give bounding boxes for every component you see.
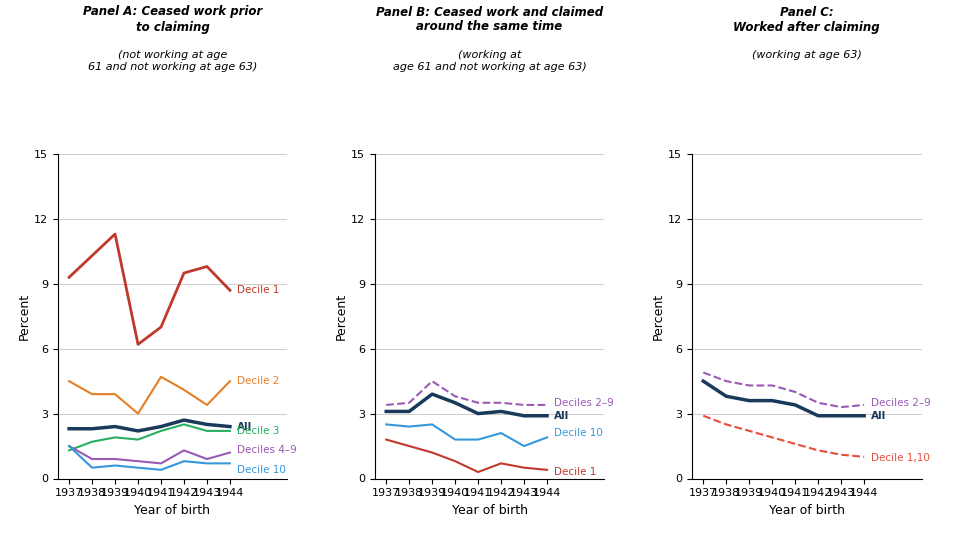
Text: Decile 3: Decile 3 bbox=[237, 426, 279, 436]
X-axis label: Year of birth: Year of birth bbox=[134, 504, 210, 517]
Text: (working at
age 61 and not working at age 63): (working at age 61 and not working at ag… bbox=[393, 50, 587, 72]
Text: Deciles 2–9: Deciles 2–9 bbox=[871, 398, 931, 408]
Y-axis label: Percent: Percent bbox=[652, 293, 665, 340]
Text: Decile 1: Decile 1 bbox=[554, 467, 596, 477]
Text: Decile 10: Decile 10 bbox=[237, 465, 286, 475]
Text: Decile 10: Decile 10 bbox=[554, 428, 603, 438]
Text: All: All bbox=[554, 411, 569, 421]
Y-axis label: Percent: Percent bbox=[335, 293, 348, 340]
Text: Decile 2: Decile 2 bbox=[237, 376, 279, 386]
Text: Panel A: Ceased work prior
to claiming: Panel A: Ceased work prior to claiming bbox=[83, 6, 262, 34]
Text: Decile 1,10: Decile 1,10 bbox=[871, 453, 930, 463]
Text: Deciles 4–9: Deciles 4–9 bbox=[237, 446, 297, 455]
Y-axis label: Percent: Percent bbox=[18, 293, 31, 340]
Text: Panel B: Ceased work and claimed
around the same time: Panel B: Ceased work and claimed around … bbox=[376, 6, 603, 34]
Text: All: All bbox=[237, 422, 252, 432]
Text: Deciles 2–9: Deciles 2–9 bbox=[554, 398, 613, 408]
Text: (working at age 63): (working at age 63) bbox=[752, 50, 862, 60]
X-axis label: Year of birth: Year of birth bbox=[769, 504, 845, 517]
Text: All: All bbox=[871, 411, 886, 421]
Text: Decile 1: Decile 1 bbox=[237, 285, 279, 295]
Text: (not working at age
61 and not working at age 63): (not working at age 61 and not working a… bbox=[87, 50, 257, 72]
X-axis label: Year of birth: Year of birth bbox=[451, 504, 528, 517]
Text: Panel C:
Worked after claiming: Panel C: Worked after claiming bbox=[733, 6, 880, 34]
